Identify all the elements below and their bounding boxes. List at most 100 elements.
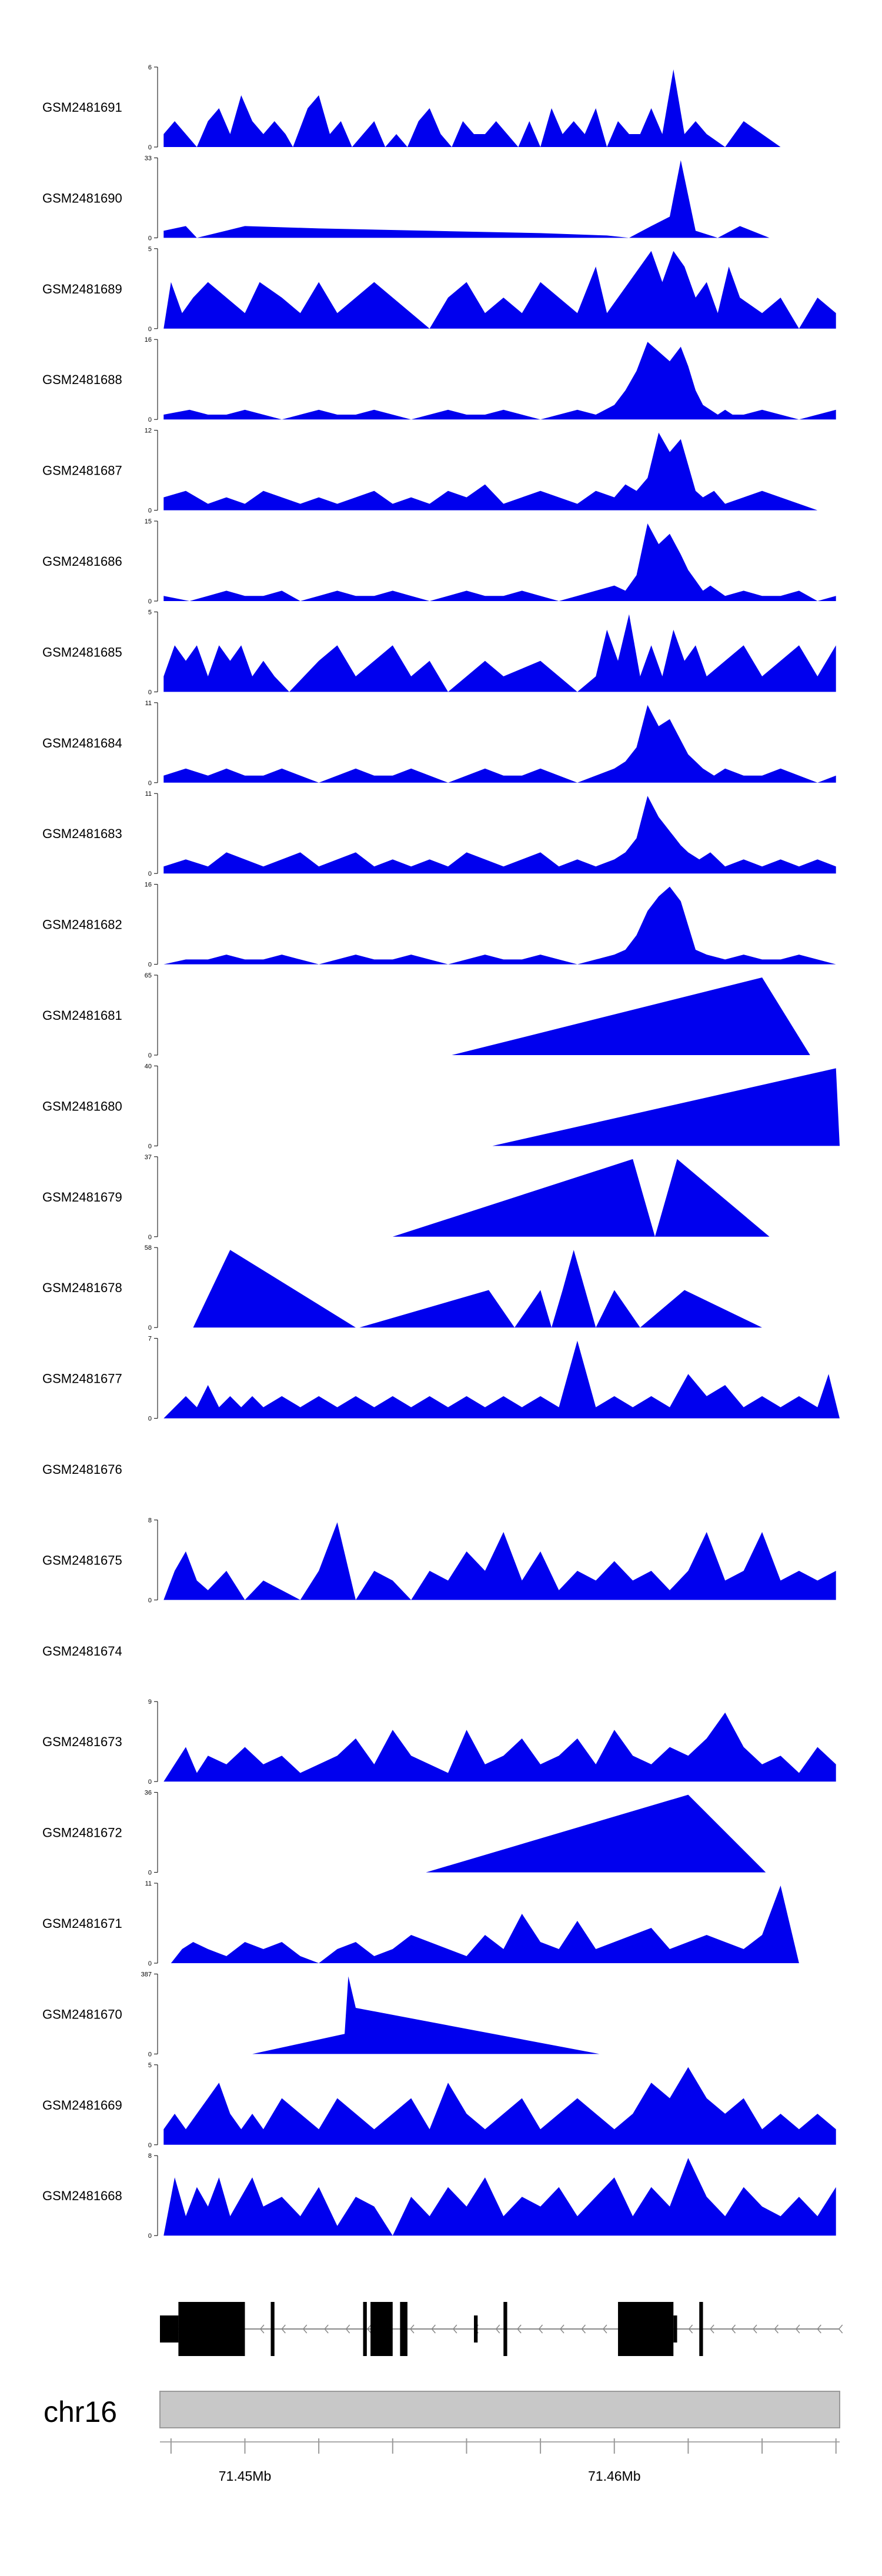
- y-tick-label-max: 6: [148, 64, 152, 71]
- strand-arrow: [817, 2324, 821, 2334]
- strand-arrow: [795, 2324, 800, 2334]
- track-gsm2481682: GSM2481682 16 0: [42, 882, 836, 969]
- y-tick-label-max: 5: [148, 2062, 152, 2069]
- track-label: GSM2481673: [42, 1734, 122, 1749]
- exon-utr: [474, 2315, 478, 2343]
- y-tick-label-zero: 0: [148, 1416, 152, 1423]
- y-tick-label-max: 7: [148, 1336, 152, 1343]
- y-tick-label-zero: 0: [148, 780, 152, 787]
- y-tick-label-max: 58: [145, 1244, 152, 1252]
- y-tick-label-max: 8: [148, 1517, 152, 1524]
- exon-utr: [160, 2315, 179, 2343]
- track-gsm2481675: GSM2481675 8 0: [42, 1517, 836, 1604]
- y-tick-label-max: 16: [145, 882, 152, 889]
- exon-cds: [618, 2302, 674, 2356]
- y-tick-label-max: 37: [145, 1154, 152, 1161]
- exon-cds: [270, 2302, 275, 2356]
- strand-arrow: [774, 2324, 779, 2334]
- coverage-area: [163, 342, 836, 420]
- track-gsm2481686: GSM2481686 15 0: [42, 518, 836, 605]
- track-gsm2481691: GSM2481691 6 0: [42, 64, 781, 151]
- coverage-area: [163, 2158, 836, 2236]
- track-label: GSM2481691: [42, 100, 122, 115]
- strand-arrow: [731, 2324, 736, 2334]
- track-gsm2481673: GSM2481673 9 0: [42, 1699, 836, 1786]
- track-label: GSM2481689: [42, 282, 122, 296]
- y-tick-label-zero: 0: [148, 1597, 152, 1604]
- track-gsm2481672: GSM2481672 36 0: [42, 1790, 766, 1877]
- y-tick-label-zero: 0: [148, 508, 152, 515]
- strand-arrow: [495, 2324, 500, 2334]
- y-tick-label-max: 8: [148, 2153, 152, 2160]
- track-gsm2481670: GSM2481670 387 0: [42, 1971, 600, 2058]
- coverage-area: [193, 1250, 763, 1328]
- coverage-area: [163, 1340, 840, 1419]
- strand-arrow: [409, 2324, 415, 2334]
- y-tick-label-zero: 0: [148, 1778, 152, 1786]
- track-label: GSM2481687: [42, 463, 122, 478]
- y-tick-label-zero: 0: [148, 962, 152, 969]
- strand-arrow: [259, 2324, 265, 2334]
- track-gsm2481690: GSM2481690 33 0: [42, 155, 770, 242]
- chromosome-band: [159, 2391, 840, 2428]
- y-tick-label-zero: 0: [148, 416, 152, 423]
- coverage-area: [163, 614, 836, 692]
- coverage-area: [171, 1886, 799, 1963]
- coverage-area: [163, 69, 781, 147]
- exon-cds: [503, 2302, 507, 2356]
- y-tick-label-zero: 0: [148, 870, 152, 877]
- y-tick-label-zero: 0: [148, 144, 152, 151]
- y-tick-label-max: 387: [141, 1971, 152, 1978]
- exon-cds: [370, 2302, 393, 2356]
- coverage-area: [492, 1068, 840, 1146]
- y-tick-label-zero: 0: [148, 2233, 152, 2240]
- exon-cds: [400, 2302, 407, 2356]
- track-gsm2481687: GSM2481687 12 0: [42, 428, 818, 515]
- strand-arrow: [538, 2324, 543, 2334]
- y-tick-label-max: 40: [145, 1063, 152, 1070]
- coverage-area: [163, 160, 770, 238]
- y-tick-label-zero: 0: [148, 235, 152, 242]
- y-tick-label-max: 65: [145, 972, 152, 979]
- track-label: GSM2481681: [42, 1008, 122, 1023]
- y-tick-label-zero: 0: [148, 1870, 152, 1877]
- y-tick-label-max: 11: [145, 790, 152, 798]
- chromosome-ideogram: chr16: [44, 2391, 840, 2428]
- strand-arrow: [324, 2324, 329, 2334]
- track-label: GSM2481680: [42, 1099, 122, 1113]
- strand-arrow: [302, 2324, 308, 2334]
- track-gsm2481678: GSM2481678 58 0: [42, 1244, 763, 1332]
- y-tick-label-max: 15: [145, 518, 152, 525]
- strand-arrow: [517, 2324, 522, 2334]
- track-label: GSM2481690: [42, 191, 122, 205]
- y-tick-label-zero: 0: [148, 1143, 152, 1150]
- y-tick-label-max: 36: [145, 1790, 152, 1797]
- y-tick-label-max: 9: [148, 1699, 152, 1706]
- track-gsm2481668: GSM2481668 8 0: [42, 2153, 836, 2240]
- track-label: GSM2481672: [42, 1826, 122, 1840]
- coverage-area: [163, 705, 836, 783]
- genome-axis: 71.45Mb 71.46Mb: [160, 2438, 840, 2484]
- coverage-area: [252, 1976, 600, 2054]
- y-tick-label-zero: 0: [148, 326, 152, 333]
- strand-arrow: [752, 2324, 757, 2334]
- strand-arrow: [602, 2324, 607, 2334]
- y-tick-label-zero: 0: [148, 598, 152, 605]
- axis-tick-label: 71.46Mb: [588, 2468, 641, 2484]
- track-gsm2481674: GSM2481674: [42, 1644, 122, 1659]
- track-label: GSM2481688: [42, 372, 122, 387]
- strand-arrow: [431, 2324, 436, 2334]
- y-tick-label-max: 16: [145, 336, 152, 343]
- strand-arrow: [688, 2324, 693, 2334]
- axis-tick-label: 71.45Mb: [219, 2468, 272, 2484]
- y-tick-label-max: 12: [145, 428, 152, 435]
- track-gsm2481676: GSM2481676: [42, 1462, 122, 1477]
- track-label: GSM2481668: [42, 2188, 122, 2203]
- y-tick-label-zero: 0: [148, 1324, 152, 1332]
- y-tick-label-max: 11: [145, 1880, 152, 1887]
- coverage-area: [163, 1522, 836, 1600]
- coverage-area: [163, 251, 836, 329]
- chromosome-label: chr16: [44, 2395, 117, 2428]
- coverage-area: [426, 1794, 766, 1873]
- track-gsm2481689: GSM2481689 5 0: [42, 246, 836, 333]
